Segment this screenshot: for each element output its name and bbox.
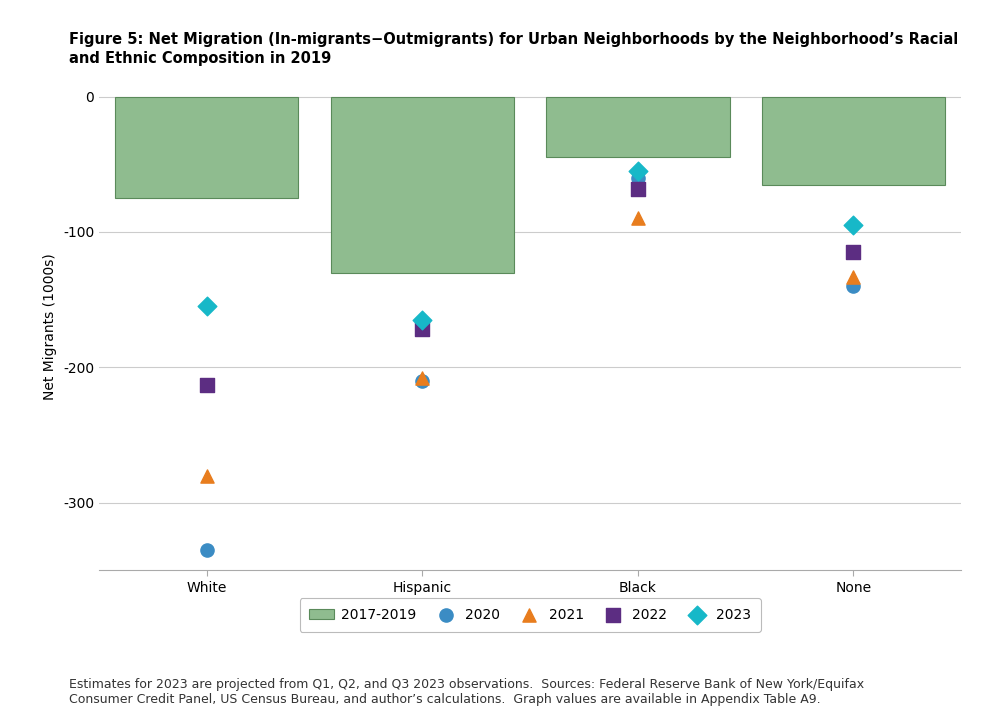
2020 bbox=[630, 172, 646, 183]
Text: and Ethnic Composition in 2019: and Ethnic Composition in 2019 bbox=[69, 51, 332, 66]
Bar bbox=[331, 97, 514, 273]
2020 bbox=[199, 544, 215, 556]
2020 bbox=[845, 280, 861, 292]
2023 bbox=[199, 300, 215, 312]
2022 bbox=[845, 246, 861, 258]
2020 bbox=[414, 375, 430, 387]
Bar bbox=[762, 97, 945, 185]
2023 bbox=[845, 219, 861, 231]
2021 bbox=[414, 373, 430, 384]
2022 bbox=[199, 379, 215, 391]
2021 bbox=[845, 271, 861, 282]
2021 bbox=[630, 212, 646, 224]
Bar bbox=[115, 97, 298, 198]
Text: Estimates for 2023 are projected from Q1, Q2, and Q3 2023 observations.  Sources: Estimates for 2023 are projected from Q1… bbox=[69, 678, 864, 706]
Legend: 2017-2019, 2020, 2021, 2022, 2023: 2017-2019, 2020, 2021, 2022, 2023 bbox=[299, 599, 761, 632]
2023 bbox=[630, 165, 646, 177]
Bar bbox=[546, 97, 729, 157]
2021 bbox=[199, 470, 215, 482]
Text: Figure 5: Net Migration (In-migrants−Outmigrants) for Urban Neighborhoods by the: Figure 5: Net Migration (In-migrants−Out… bbox=[69, 32, 958, 48]
2023 bbox=[414, 314, 430, 326]
Y-axis label: Net Migrants (1000s): Net Migrants (1000s) bbox=[44, 253, 57, 400]
2022 bbox=[630, 183, 646, 194]
2022 bbox=[414, 323, 430, 335]
